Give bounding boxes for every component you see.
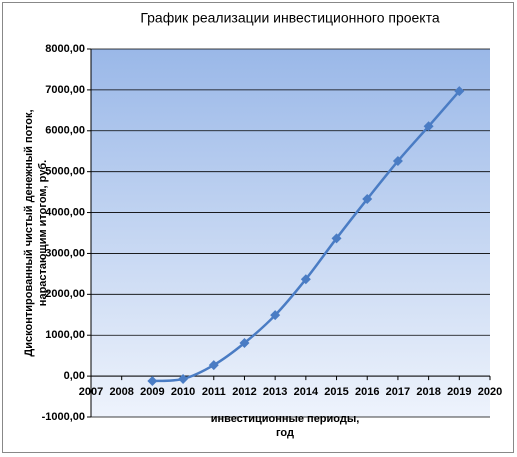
y-tick-label: 4000,00 bbox=[45, 206, 85, 218]
y-tick-label: 0,00 bbox=[64, 370, 85, 382]
point bbox=[208, 360, 219, 371]
y-tick-label: 6000,00 bbox=[45, 125, 85, 137]
x-tick-label: 2016 bbox=[355, 386, 379, 398]
x-tick-label: 2015 bbox=[324, 386, 348, 398]
x-tick-label: 2011 bbox=[202, 386, 226, 398]
x-axis-label: инвестиционные периоды, bbox=[211, 413, 360, 425]
point bbox=[392, 156, 403, 167]
y-tick-label: 5000,00 bbox=[45, 166, 85, 178]
x-tick-label: 2020 bbox=[478, 386, 502, 398]
y-tick-label: 1000,00 bbox=[45, 329, 85, 341]
x-tick-label: 2008 bbox=[109, 386, 133, 398]
point bbox=[239, 337, 250, 348]
x-tick-label: 2010 bbox=[171, 386, 195, 398]
plot-area bbox=[91, 49, 490, 417]
x-tick-label: 2013 bbox=[263, 386, 287, 398]
point bbox=[270, 310, 281, 321]
x-tick-label: 2017 bbox=[386, 386, 410, 398]
point bbox=[300, 274, 311, 285]
y-tick-label: 7000,00 bbox=[45, 84, 85, 96]
y-axis-label: Дисконтированный чистый денежный поток, bbox=[23, 109, 35, 356]
y-tick-label: 3000,00 bbox=[45, 247, 85, 259]
point bbox=[178, 373, 189, 384]
x-axis-label: год bbox=[276, 427, 294, 439]
point bbox=[423, 121, 434, 132]
x-tick-label: 2019 bbox=[447, 386, 471, 398]
x-tick-label: 2014 bbox=[294, 386, 319, 398]
x-tick-label: 2012 bbox=[232, 386, 256, 398]
x-tick-label: 2007 bbox=[79, 386, 103, 398]
chart-title: График реализации инвестиционного проект… bbox=[140, 10, 439, 26]
point bbox=[147, 376, 158, 387]
point bbox=[362, 194, 373, 205]
x-tick-label: 2009 bbox=[140, 386, 164, 398]
y-axis-label: нарастающим итогом, руб. bbox=[37, 160, 49, 306]
point bbox=[454, 86, 465, 97]
y-tick-label: 8000,00 bbox=[45, 43, 85, 55]
point bbox=[331, 233, 342, 244]
y-tick-label: -1000,00 bbox=[42, 411, 85, 423]
x-tick-label: 2018 bbox=[416, 386, 440, 398]
y-tick-label: 2000,00 bbox=[45, 288, 85, 300]
